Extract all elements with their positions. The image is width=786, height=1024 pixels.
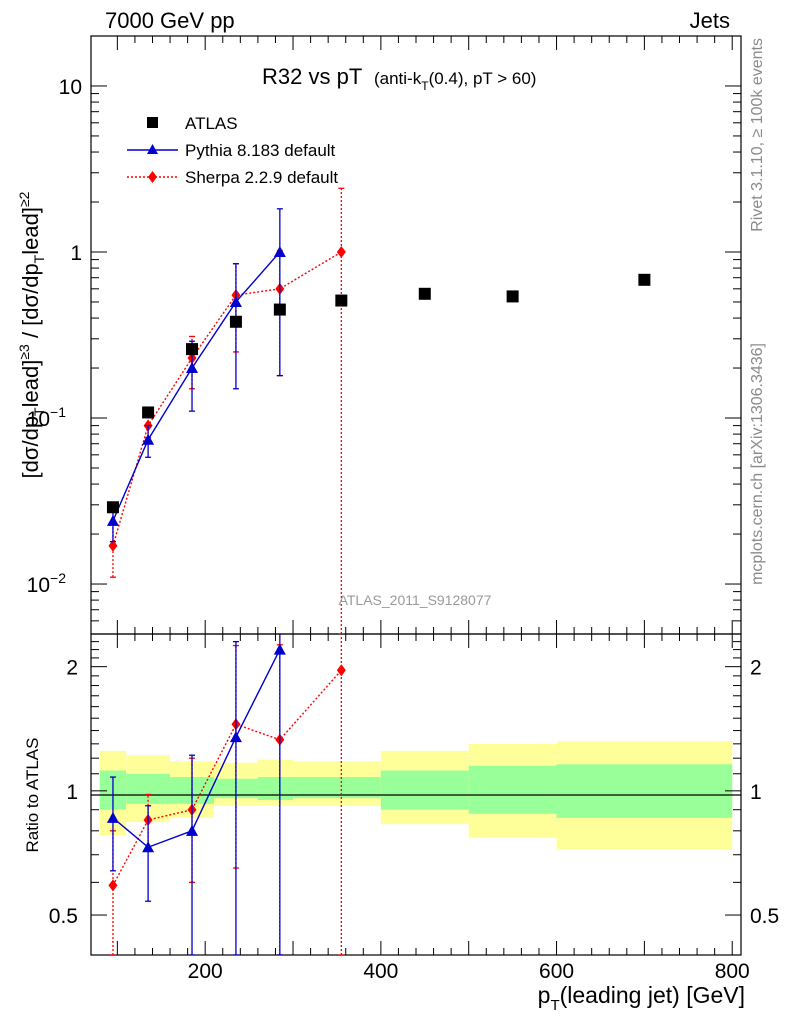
xlabel-rest: (leading jet) [GeV]	[560, 982, 745, 1008]
pythia-ratio-point	[106, 811, 119, 823]
legend-atlas-label: ATLAS	[185, 114, 238, 133]
ratio-y-axis-label: Ratio to ATLAS	[23, 738, 42, 853]
atlas-point	[229, 315, 242, 328]
sherpa-main-point	[108, 539, 118, 552]
ratio-panel-marks	[106, 634, 346, 955]
main-y-axis-label: [dσ/dpTlead]≥3 / [dσ/dpTlead]≥2	[16, 191, 47, 478]
atlas-point	[142, 406, 155, 419]
atlas-point	[186, 343, 199, 356]
ylabel-T2: T	[31, 254, 47, 263]
y-tick-label-main: 1	[70, 242, 82, 265]
chart-title-sub: (anti-k	[374, 69, 422, 88]
band-inner-bin	[257, 777, 294, 801]
y-tick-label-main: 10−1	[27, 404, 67, 431]
pythia-main-point	[142, 433, 155, 445]
ylabel-part-d: / [dσ/dp	[18, 263, 43, 344]
y-tick-label-main: 10	[59, 76, 82, 99]
x-tick-label: 800	[715, 960, 750, 983]
sherpa-ratio-line	[112, 669, 342, 886]
x-tick-label: 400	[363, 960, 398, 983]
band-inner-bin	[468, 765, 557, 814]
y-tick-label-ratio-right: 2	[750, 657, 762, 680]
chart-title-sub-rest: (0.4), pT > 60)	[429, 69, 537, 88]
atlas-point	[418, 287, 431, 300]
rivet-version-label: Rivet 3.1.10, ≥ 100k events	[749, 38, 766, 232]
axis-ticks	[91, 35, 741, 956]
legend-pythia-marker	[147, 144, 158, 154]
y-tick-base: 10	[27, 408, 50, 431]
atlas-point	[335, 294, 348, 307]
band-inner-bin	[293, 777, 381, 799]
xlabel-p: p	[538, 982, 551, 1008]
y-tick-label-ratio-left: 1	[66, 781, 78, 804]
pythia-ratio-point	[273, 643, 286, 655]
legend: ATLAS Pythia 8.183 default Sherpa 2.2.9 …	[127, 114, 338, 187]
ylabel-part-b: lead]	[18, 360, 43, 408]
chart-title-main: R32 vs pT	[262, 64, 362, 89]
legend-atlas-marker	[147, 117, 158, 128]
y-tick-exponent: −1	[50, 404, 66, 420]
atlas-point	[506, 290, 519, 303]
pythia-main-point	[229, 295, 242, 307]
y-tick-label-ratio-left: 2	[66, 657, 78, 680]
x-axis-label: pT(leading jet) [GeV]	[538, 982, 745, 1014]
pythia-ratio-point	[186, 824, 199, 836]
main-panel-marks	[106, 187, 651, 634]
legend-sherpa-label: Sherpa 2.2.9 default	[185, 168, 338, 187]
legend-sherpa-marker	[148, 171, 157, 183]
ylabel-part-c: ≥3	[16, 344, 32, 360]
band-inner-bin	[126, 773, 171, 804]
y-tick-label-main: 10−2	[27, 570, 67, 597]
analysis-watermark: ATLAS_2011_S9128077	[339, 592, 492, 608]
pythia-main-point	[186, 362, 199, 374]
y-tick-label-ratio-left: 0.5	[49, 905, 78, 928]
header-jets: Jets	[690, 8, 730, 33]
ylabel-part-f: ≥2	[16, 191, 32, 207]
x-tick-label: 600	[539, 960, 574, 983]
band-inner-bin	[380, 770, 469, 810]
data-marks	[106, 187, 651, 955]
chart-title-sub-T: T	[421, 79, 429, 93]
y-tick-exponent: −2	[50, 570, 66, 586]
atlas-point	[638, 273, 651, 286]
x-tick-label: 200	[188, 960, 223, 983]
chart-title: R32 vs pT (anti-kT(0.4), pT > 60)	[262, 64, 536, 93]
sherpa-main-point	[336, 245, 346, 258]
ylabel-T1: T	[31, 407, 47, 416]
ylabel-part-e: lead]	[18, 207, 43, 255]
y-tick-base: 10	[59, 76, 82, 99]
atlas-point	[106, 501, 119, 514]
y-tick-label-ratio-right: 1	[750, 781, 762, 804]
pythia-ratio-point	[229, 731, 242, 743]
pythia-ratio-point	[142, 841, 155, 853]
pythia-main-point	[106, 514, 119, 526]
sherpa-main-line	[112, 251, 342, 546]
pythia-main-point	[273, 245, 286, 257]
sherpa-ratio-point	[108, 879, 118, 892]
y-tick-label-ratio-right: 0.5	[750, 905, 779, 928]
y-tick-base: 10	[27, 574, 50, 597]
header-energy: 7000 GeV pp	[105, 8, 235, 33]
y-tick-base: 1	[70, 242, 82, 265]
band-inner-bin	[556, 764, 733, 818]
legend-pythia-label: Pythia 8.183 default	[185, 141, 336, 160]
sherpa-ratio-point	[336, 664, 346, 677]
ylabel-part-a: [dσ/dp	[18, 416, 43, 479]
xlabel-T: T	[550, 997, 559, 1014]
atlas-point	[273, 303, 286, 316]
mcplots-label: mcplots.cern.ch [arXiv:1306.3436]	[749, 343, 766, 585]
